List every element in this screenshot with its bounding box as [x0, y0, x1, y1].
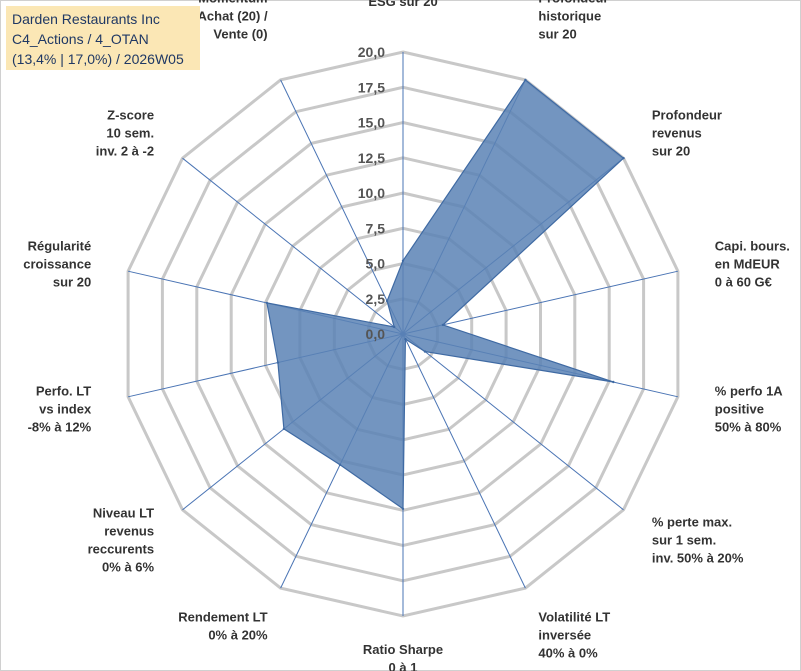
axis-label: sur 1 sem.	[652, 532, 716, 547]
tick-label: 20,0	[358, 44, 385, 60]
axis-label: 50% à 80%	[715, 420, 782, 435]
axis-label: % perfo 1A	[715, 384, 784, 399]
axis-label: Niveau LT	[93, 505, 154, 520]
axis-label: croissance	[23, 257, 91, 272]
axis-label: revenus	[652, 126, 702, 141]
chart-title-box: Darden Restaurants Inc C4_Actions / 4_OT…	[6, 6, 200, 70]
axis-label: Momentum	[198, 0, 267, 5]
axis-label: 0 à 1	[389, 660, 418, 671]
data-point	[265, 301, 269, 305]
axis-label: 10 sem.	[106, 126, 154, 141]
tick-label: 0,0	[366, 326, 386, 342]
data-point	[393, 325, 396, 329]
axis-label: revenus	[104, 523, 154, 538]
data-point	[423, 350, 427, 353]
axis-label: en MdEUR	[715, 257, 781, 272]
axis-label: positive	[715, 402, 764, 417]
data-point	[441, 323, 445, 327]
axis-label: % perte max.	[652, 514, 732, 529]
axis-label: sur 20	[53, 275, 91, 290]
tick-label: 12,5	[358, 150, 385, 166]
axis-label: Profondeur	[652, 108, 722, 123]
axis-label: inversée	[538, 628, 591, 643]
axis-label: historique	[538, 8, 601, 23]
axis-label: sur 20	[652, 144, 690, 159]
axis-label: Achat (20) /	[198, 8, 268, 23]
axis-label: Perfo. LT	[36, 384, 91, 399]
axis-spoke	[402, 333, 624, 511]
tick-label: 17,5	[358, 79, 385, 95]
axis-spoke	[402, 333, 526, 589]
axis-label: 0% à 6%	[102, 559, 154, 574]
tick-label: 15,0	[358, 115, 385, 131]
axis-label: Rendement LT	[178, 610, 267, 625]
axis-label: Capi. bours.	[715, 239, 790, 254]
chart-title-line-3: (13,4% | 17,0%) / 2026W05	[12, 51, 184, 67]
axis-spoke	[280, 79, 404, 335]
axis-label: sur 20	[538, 26, 576, 41]
series-area	[266, 79, 625, 510]
data-point	[338, 463, 342, 466]
data-point	[282, 427, 286, 431]
data-point	[401, 259, 405, 262]
tick-label: 2,5	[366, 291, 386, 307]
data-point	[276, 361, 280, 364]
axis-label: 40% à 0%	[538, 646, 598, 661]
data-point	[404, 337, 407, 341]
data-point	[622, 157, 625, 160]
axis-label: Z-score	[107, 108, 154, 123]
axis-label: 0 à 60 G€	[715, 275, 772, 290]
axis-label: Profondeur	[538, 0, 608, 5]
tick-label: 7,5	[366, 220, 386, 236]
axis-label: Régularité	[28, 239, 92, 254]
tick-label: 5,0	[366, 256, 386, 272]
axis-label: inv. 50% à 20%	[652, 550, 744, 565]
radar-series	[265, 78, 625, 510]
axis-label: inv. 2 à -2	[96, 144, 154, 159]
chart-title-line-1: Darden Restaurants Inc	[12, 11, 160, 27]
radar-axis-labels: NoteESG sur 20Profondeurhistoriquesur 20…	[23, 0, 790, 671]
chart-title-line-2: C4_Actions / 4_OTAN	[12, 31, 149, 47]
data-point	[524, 78, 527, 82]
axis-label: Volatilité LT	[538, 610, 610, 625]
data-point	[612, 380, 615, 384]
axis-label: Vente (0)	[213, 26, 267, 41]
data-point	[385, 299, 389, 303]
tick-label: 10,0	[358, 185, 385, 201]
axis-label: Ratio Sharpe	[363, 642, 443, 657]
axis-spoke	[182, 157, 404, 335]
radar-tick-labels: 0,0 2,5 5,0 7,5 10,0 12,5 15,0 17,5 20,0	[358, 44, 385, 342]
axis-label: 0% à 20%	[208, 628, 268, 643]
axis-spoke	[402, 270, 679, 335]
axis-label: -8% à 12%	[28, 420, 92, 435]
data-point	[401, 507, 405, 510]
axis-label: ESG sur 20	[368, 0, 437, 9]
axis-label: reccurents	[88, 541, 154, 556]
axis-label: vs index	[39, 402, 92, 417]
